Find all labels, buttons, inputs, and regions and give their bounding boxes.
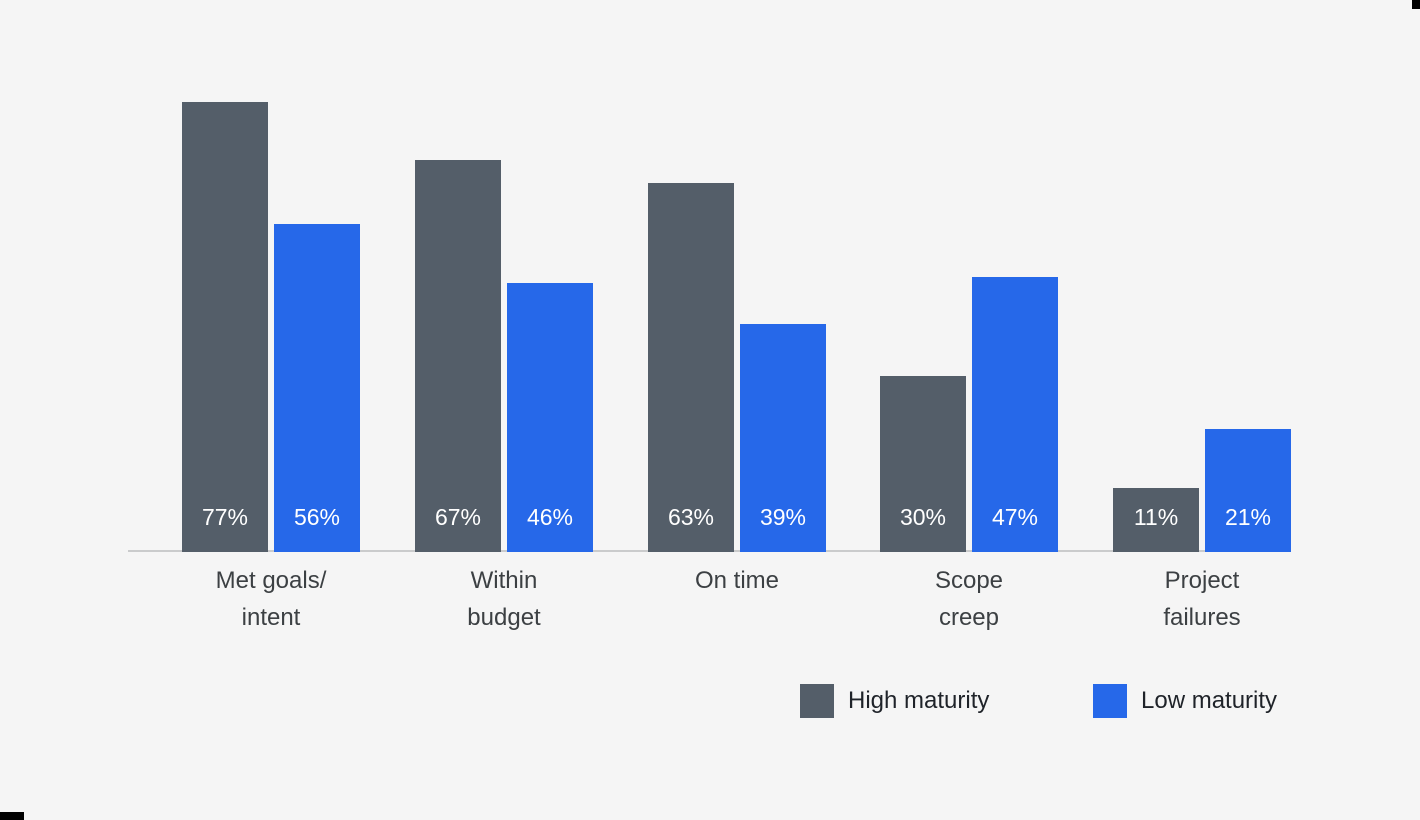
- bar-low-maturity-met-goals-intent: [274, 224, 360, 552]
- category-label-met-goals-intent: Met goals/intent: [215, 567, 327, 631]
- legend: High maturity Low maturity: [0, 684, 1420, 718]
- category-label-scope-creep: Scope creep: [934, 567, 1004, 631]
- bar-value-label-low-maturity-project-failures: 21%: [1224, 504, 1272, 530]
- category-label-within-budget: Within budget: [467, 567, 541, 631]
- corner-mark-bottom-left: [0, 812, 24, 820]
- legend-label-low-maturity: Low maturity: [1141, 687, 1278, 714]
- legend-item-low-maturity: Low maturity: [1093, 684, 1277, 718]
- bar-value-label-high-maturity-on-time: 63%: [667, 504, 715, 530]
- bar-high-maturity-within-budget: [415, 160, 501, 552]
- bar-low-maturity-scope-creep: [972, 277, 1058, 552]
- bar-low-maturity-on-time: [740, 324, 826, 552]
- bar-value-label-high-maturity-scope-creep: 30%: [899, 504, 947, 530]
- bar-value-label-high-maturity-met-goals-intent: 77%: [201, 504, 249, 530]
- category-label-project-failures: Project failures: [1163, 567, 1241, 631]
- legend-label-high-maturity: High maturity: [848, 687, 990, 714]
- legend-swatch-high-maturity: [800, 684, 834, 718]
- bar-value-label-high-maturity-project-failures: 11%: [1133, 504, 1179, 530]
- bar-high-maturity-met-goals-intent: [182, 102, 268, 552]
- bar-value-label-high-maturity-within-budget: 67%: [434, 504, 482, 530]
- corner-mark-top-right: [1412, 0, 1420, 9]
- bar-high-maturity-scope-creep: [880, 376, 966, 552]
- bar-low-maturity-project-failures: [1205, 429, 1291, 552]
- bar-value-label-low-maturity-within-budget: 46%: [526, 504, 574, 530]
- legend-item-high-maturity: High maturity: [800, 684, 989, 718]
- bar-value-label-low-maturity-scope-creep: 47%: [991, 504, 1039, 530]
- category-label-on-time: On time: [694, 567, 780, 594]
- bar-high-maturity-on-time: [648, 183, 734, 552]
- bar-value-label-low-maturity-on-time: 39%: [759, 504, 807, 530]
- bar-high-maturity-project-failures: [1113, 488, 1199, 552]
- legend-swatch-low-maturity: [1093, 684, 1127, 718]
- bar-value-label-low-maturity-met-goals-intent: 56%: [293, 504, 341, 530]
- bar-low-maturity-within-budget: [507, 283, 593, 552]
